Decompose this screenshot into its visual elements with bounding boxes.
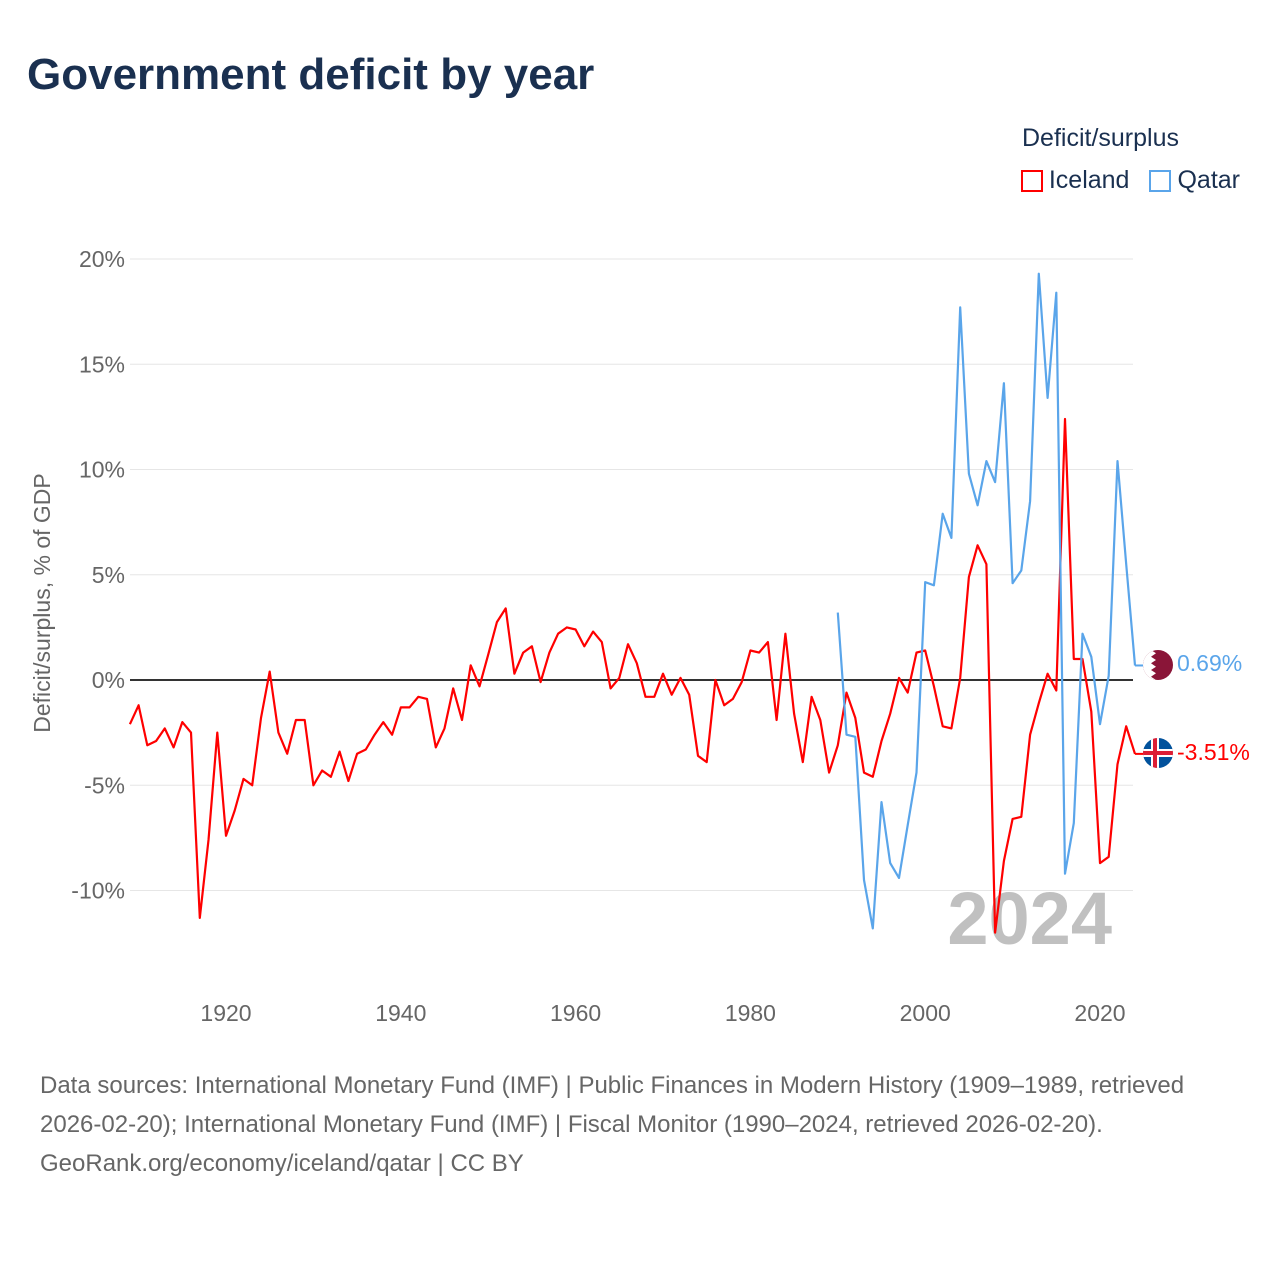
legend-swatch-iceland bbox=[1020, 169, 1043, 192]
iceland-flag-icon bbox=[1143, 738, 1173, 768]
x-tick-label: 1960 bbox=[550, 1000, 601, 1026]
legend-label: Qatar bbox=[1177, 166, 1240, 194]
chart-title: Government deficit by year bbox=[27, 50, 595, 99]
legend-label: Iceland bbox=[1048, 166, 1130, 194]
flag-cross-red bbox=[1153, 738, 1157, 768]
line-chart: 20% 15% 10% 5% 0% -5% -10% 2024 1920 1940 1960 1980… bbox=[29, 246, 1250, 1026]
series-line-qatar bbox=[836, 272, 1137, 930]
footer: Data sources: International Monetary Fun… bbox=[40, 1066, 1240, 1183]
series-line-iceland bbox=[128, 417, 1137, 934]
flag-serration bbox=[1143, 650, 1156, 680]
legend-item-qatar[interactable]: Qatar bbox=[1149, 166, 1240, 195]
year-watermark: 2024 bbox=[947, 877, 1112, 960]
y-tick-label: 15% bbox=[79, 351, 125, 377]
credit-link[interactable]: GeoRank.org/economy/iceland/qatar | CC B… bbox=[40, 1150, 524, 1177]
y-tick-label: -10% bbox=[71, 878, 125, 904]
legend-swatch-qatar bbox=[1149, 169, 1172, 192]
x-tick-label: 2000 bbox=[900, 1000, 951, 1026]
x-tick-label: 1940 bbox=[375, 1000, 426, 1026]
y-tick-label: -5% bbox=[84, 772, 125, 798]
y-axis-label: Deficit/surplus, % of GDP bbox=[29, 473, 55, 732]
legend: Iceland Qatar bbox=[1020, 166, 1240, 195]
y-tick-label: 20% bbox=[79, 246, 125, 272]
x-tick-label: 2020 bbox=[1074, 1000, 1125, 1026]
qatar-flag-icon bbox=[1143, 650, 1173, 680]
legend-item-iceland[interactable]: Iceland bbox=[1020, 166, 1130, 195]
y-tick-label: 0% bbox=[92, 667, 125, 693]
y-tick-label: 10% bbox=[79, 457, 125, 483]
end-value-label-iceland: -3.51% bbox=[1177, 739, 1250, 765]
legend-title: Deficit/surplus bbox=[1022, 124, 1179, 152]
y-tick-label: 5% bbox=[92, 562, 125, 588]
data-sources: Data sources: International Monetary Fun… bbox=[40, 1072, 1185, 1138]
x-tick-label: 1920 bbox=[200, 1000, 251, 1026]
flag-cross-red bbox=[1143, 751, 1173, 755]
end-value-label-qatar: 0.69% bbox=[1177, 650, 1242, 676]
x-tick-label: 1980 bbox=[725, 1000, 776, 1026]
